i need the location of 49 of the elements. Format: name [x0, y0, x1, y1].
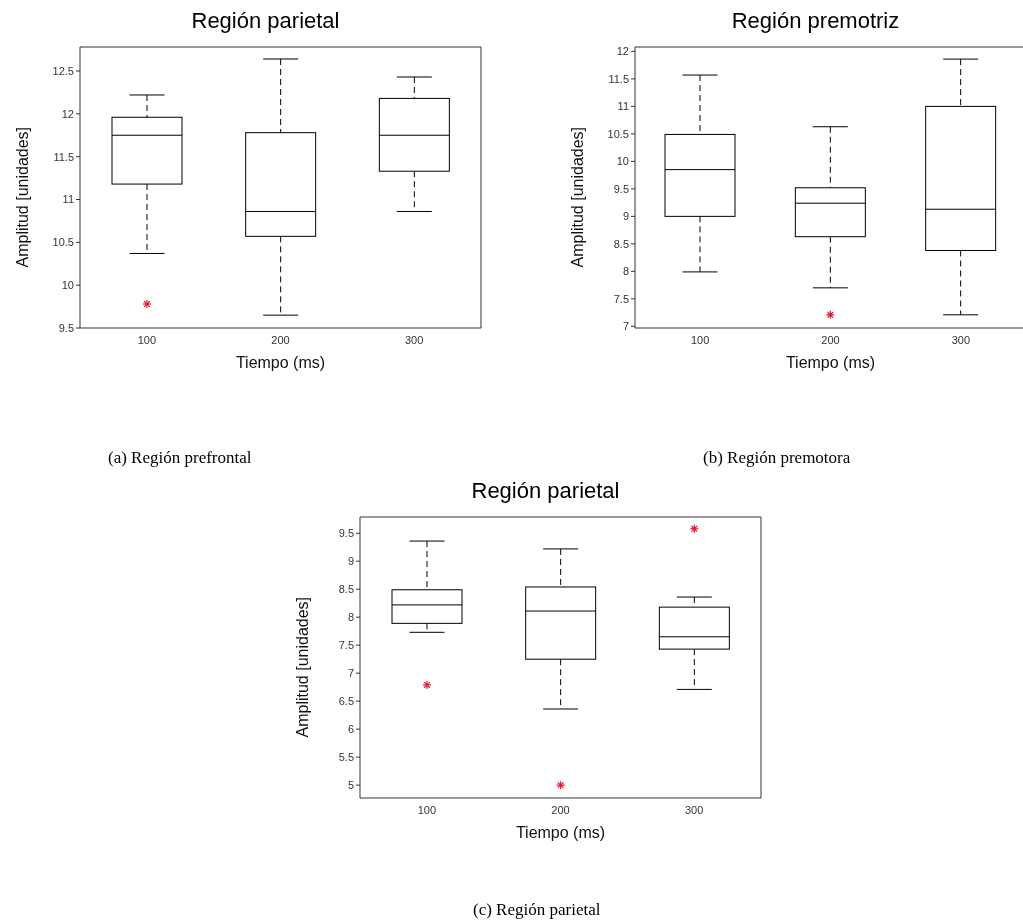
y-tick-label: 10 — [616, 155, 629, 168]
y-tick-label: 5.5 — [338, 751, 354, 764]
y-tick-label: 12 — [61, 107, 74, 120]
y-tick-label: 7 — [347, 667, 354, 680]
x-tick-label: 200 — [821, 333, 840, 346]
x-tick-label: 300 — [404, 333, 424, 346]
y-tick-label: 7 — [622, 320, 629, 333]
y-tick-label: 11 — [62, 193, 74, 206]
y-tick-label: 9.5 — [613, 182, 629, 195]
y-tick-label: 10.5 — [607, 127, 629, 140]
y-tick-label: 7.5 — [338, 639, 354, 652]
y-tick-label: 9 — [622, 210, 629, 223]
x-tick-label: 300 — [951, 333, 971, 346]
chart-title: Región parietal — [190, 8, 341, 34]
x-tick-label: 200 — [271, 333, 290, 346]
y-tick-label: 9 — [347, 555, 354, 568]
y-tick-label: 6.5 — [338, 695, 354, 708]
y-tick-label: 7.5 — [613, 292, 629, 305]
y-tick-label: 6 — [347, 723, 354, 736]
x-tick-label: 100 — [137, 333, 157, 346]
x-tick-label: 100 — [417, 803, 437, 816]
x-axis-title: Tiempo (ms) — [235, 354, 326, 371]
text: (b) Región premotora — [703, 448, 851, 467]
x-tick-label: 200 — [551, 803, 570, 816]
y-tick-label: 10.5 — [52, 236, 74, 249]
y-tick-label: 9.5 — [58, 321, 74, 334]
text: (c) Región parietal — [473, 900, 601, 919]
x-tick-label: 100 — [690, 333, 710, 346]
y-tick-label: 11.5 — [53, 150, 74, 163]
chart-title: Región parietal — [470, 478, 621, 504]
x-axis-title: Tiempo (ms) — [515, 824, 606, 841]
y-axis-title: Amplitud [unidades] — [293, 596, 311, 738]
x-tick-label: 300 — [684, 803, 704, 816]
y-tick-label: 10 — [61, 279, 74, 292]
y-tick-label: 8 — [347, 611, 354, 624]
y-tick-label: 12 — [616, 45, 629, 58]
y-tick-label: 9.5 — [338, 527, 354, 540]
y-axis-title: Amplitud [unidades] — [13, 126, 31, 268]
y-tick-label: 11 — [617, 100, 629, 113]
y-tick-label: 11.5 — [608, 72, 629, 85]
chart-title: Región premotriz — [730, 8, 901, 34]
y-tick-label: 8.5 — [613, 237, 629, 250]
y-tick-label: 5 — [347, 779, 354, 792]
text: (a) Región prefrontal — [108, 448, 252, 467]
y-tick-label: 8.5 — [338, 583, 354, 596]
y-axis-title: Amplitud [unidades] — [568, 126, 586, 268]
y-tick-label: 8 — [622, 265, 629, 278]
y-tick-label: 12.5 — [52, 64, 74, 77]
x-axis-title: Tiempo (ms) — [785, 354, 876, 371]
